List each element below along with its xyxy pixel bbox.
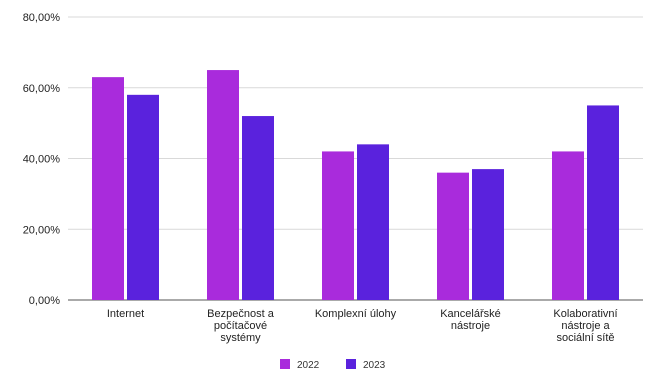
legend-label: 2022 — [297, 360, 320, 369]
y-tick-label: 20,00% — [23, 224, 61, 236]
legend-swatch-2022 — [280, 359, 290, 369]
category-label: Kolaborativní nástroje a sociální sítě — [553, 308, 617, 344]
gridlines — [68, 16, 643, 301]
y-tick-label: 80,00% — [23, 12, 61, 24]
y-tick-label: 0,00% — [29, 295, 60, 307]
category-label-line: Kancelářské — [440, 308, 501, 320]
bar-2023-0 — [127, 94, 159, 300]
bar-2023-3 — [472, 169, 504, 300]
category-label-line: nástroje a — [561, 320, 610, 332]
category-label-line: Kolaborativní — [553, 308, 617, 320]
category-label-line: počítačové — [214, 320, 267, 332]
category-label-line: sociální sítě — [556, 332, 614, 344]
bar-2023-2 — [357, 144, 389, 300]
category-label-line: Komplexní úlohy — [315, 308, 397, 320]
category-label-line: Bezpečnost a — [207, 308, 275, 320]
x-axis-category-labels: Internet Bezpečnost a počítačové systémy Kom… — [107, 308, 618, 344]
bar-2023-4 — [587, 105, 619, 300]
category-label: Bezpečnost a počítačové systémy — [207, 308, 275, 344]
bars — [92, 70, 619, 300]
bar-2022-3 — [437, 172, 469, 300]
category-label-line: nástroje — [451, 320, 490, 332]
legend-swatch-2023 — [346, 359, 356, 369]
category-label-line: systémy — [220, 332, 261, 344]
y-axis-tick-labels: 0,00% 20,00% 40,00% 60,00% 80,00% — [23, 12, 61, 307]
bar-2023-1 — [242, 116, 274, 300]
category-label: Komplexní úlohy — [315, 308, 397, 320]
category-label: Kancelářské nástroje — [440, 308, 501, 332]
y-tick-label: 60,00% — [23, 83, 61, 95]
category-label-line: Internet — [107, 308, 144, 320]
bar-2022-0 — [92, 77, 124, 300]
y-tick-label: 40,00% — [23, 154, 61, 166]
legend-label: 2023 — [363, 360, 386, 369]
bar-2022-1 — [207, 70, 239, 300]
category-label: Internet — [107, 308, 144, 320]
bar-2022-4 — [552, 151, 584, 300]
legend: 2022 2023 — [280, 359, 386, 369]
bar-2022-2 — [322, 151, 354, 300]
